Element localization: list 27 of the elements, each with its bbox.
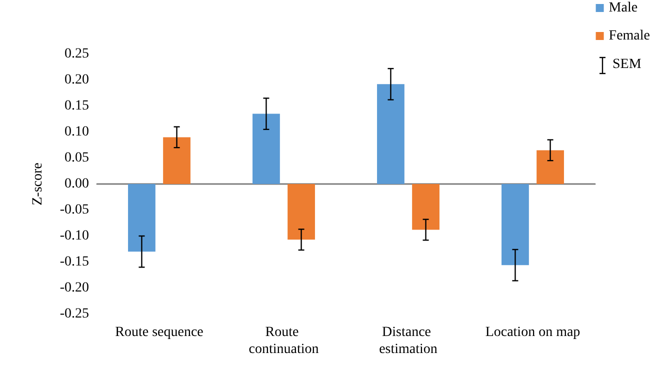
bar	[377, 84, 404, 184]
bar	[502, 184, 529, 266]
bar	[163, 137, 190, 184]
y-tick-label: -0.20	[60, 280, 89, 296]
y-tick-label: -0.10	[60, 228, 89, 244]
text: SEM	[612, 57, 642, 72]
bar	[252, 114, 280, 184]
bar	[128, 184, 156, 252]
y-axis-title: Z-score	[30, 162, 46, 206]
x-tick-label: Distance estimation	[379, 325, 438, 357]
legend-label: Male	[608, 0, 638, 16]
y-tick-label: 0.20	[64, 72, 89, 88]
x-tick-label: Route continuation	[248, 325, 319, 357]
x-tick-label: Route sequence	[115, 325, 204, 340]
legend-label: Female	[608, 28, 650, 44]
y-tick-label: -0.05	[60, 202, 89, 218]
y-tick-label: -0.15	[60, 254, 89, 270]
y-tick-label: 0.15	[64, 98, 89, 114]
y-tick-label: 0.05	[64, 150, 89, 166]
y-tick-label: 0.00	[64, 176, 89, 192]
y-tick-label: 0.25	[64, 46, 89, 62]
y-tick-label: 0.10	[64, 124, 89, 140]
bar	[412, 184, 440, 230]
bar	[288, 184, 315, 240]
y-tick-label: -0.25	[60, 306, 89, 322]
bar	[536, 150, 564, 184]
x-tick-label: Location on map	[485, 325, 580, 340]
